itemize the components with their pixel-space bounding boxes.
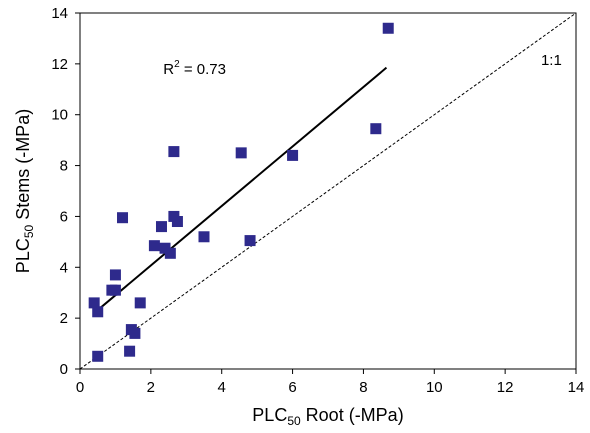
data-point <box>134 297 146 309</box>
data-point <box>235 147 247 159</box>
x-tick-label: 4 <box>218 379 226 396</box>
y-axis-title-main: PLC <box>13 238 33 273</box>
x-tick-label: 6 <box>288 379 296 396</box>
r-squared-superscript: 2 <box>174 59 180 70</box>
y-tick-label: 6 <box>60 208 68 225</box>
r-squared-value: = 0.73 <box>180 61 226 78</box>
data-point <box>88 297 100 309</box>
data-point <box>382 22 394 34</box>
one-to-one-line <box>79 12 577 370</box>
y-axis-ticks: 0 2 4 6 8 10 12 14 <box>51 5 80 378</box>
x-axis-title-main: PLC <box>252 405 287 425</box>
data-point <box>244 235 256 247</box>
y-tick-label: 4 <box>60 259 68 276</box>
y-tick-label: 0 <box>60 361 68 378</box>
y-tick-label: 10 <box>51 107 68 124</box>
x-axis-title: PLC50 Root (-MPa) <box>252 405 403 428</box>
r-squared-annotation: R2 = 0.73 <box>163 59 226 78</box>
data-point <box>287 149 299 161</box>
y-axis-title-rest: Stems (-MPa) <box>13 109 33 225</box>
y-tick-label: 2 <box>60 310 68 327</box>
plot-area <box>79 12 577 370</box>
data-point <box>164 247 176 259</box>
y-axis-title: PLC50 Stems (-MPa) <box>13 109 36 273</box>
plot-frame <box>79 12 577 370</box>
data-point <box>129 327 141 339</box>
data-point <box>171 216 183 228</box>
x-axis-title-rest: Root (-MPa) <box>301 405 404 425</box>
one-to-one-label: 1:1 <box>541 52 562 69</box>
data-point <box>370 123 382 135</box>
x-tick-label: 12 <box>497 379 514 396</box>
x-tick-label: 0 <box>76 379 84 396</box>
data-point <box>92 350 104 362</box>
y-axis-title-subscript: 50 <box>22 225 36 239</box>
data-point <box>198 231 210 243</box>
data-point <box>168 146 180 158</box>
x-axis-ticks: 0 2 4 6 8 10 12 14 <box>76 369 585 396</box>
data-point <box>117 212 129 224</box>
data-point <box>148 240 160 252</box>
y-tick-label: 12 <box>51 56 68 73</box>
y-tick-label: 14 <box>51 5 68 22</box>
data-point <box>124 345 136 357</box>
data-point <box>155 221 167 233</box>
r-squared-base: R <box>163 61 174 78</box>
regression-line <box>93 66 388 314</box>
x-tick-label: 14 <box>568 379 585 396</box>
lines-layer <box>79 12 577 370</box>
x-tick-label: 10 <box>426 379 443 396</box>
x-axis-title-subscript: 50 <box>287 414 301 428</box>
data-point <box>92 306 104 318</box>
data-point <box>109 269 121 281</box>
x-tick-label: 2 <box>147 379 155 396</box>
y-tick-label: 8 <box>60 158 68 175</box>
x-tick-label: 8 <box>359 379 367 396</box>
data-point <box>109 284 121 296</box>
points-layer <box>88 22 394 362</box>
